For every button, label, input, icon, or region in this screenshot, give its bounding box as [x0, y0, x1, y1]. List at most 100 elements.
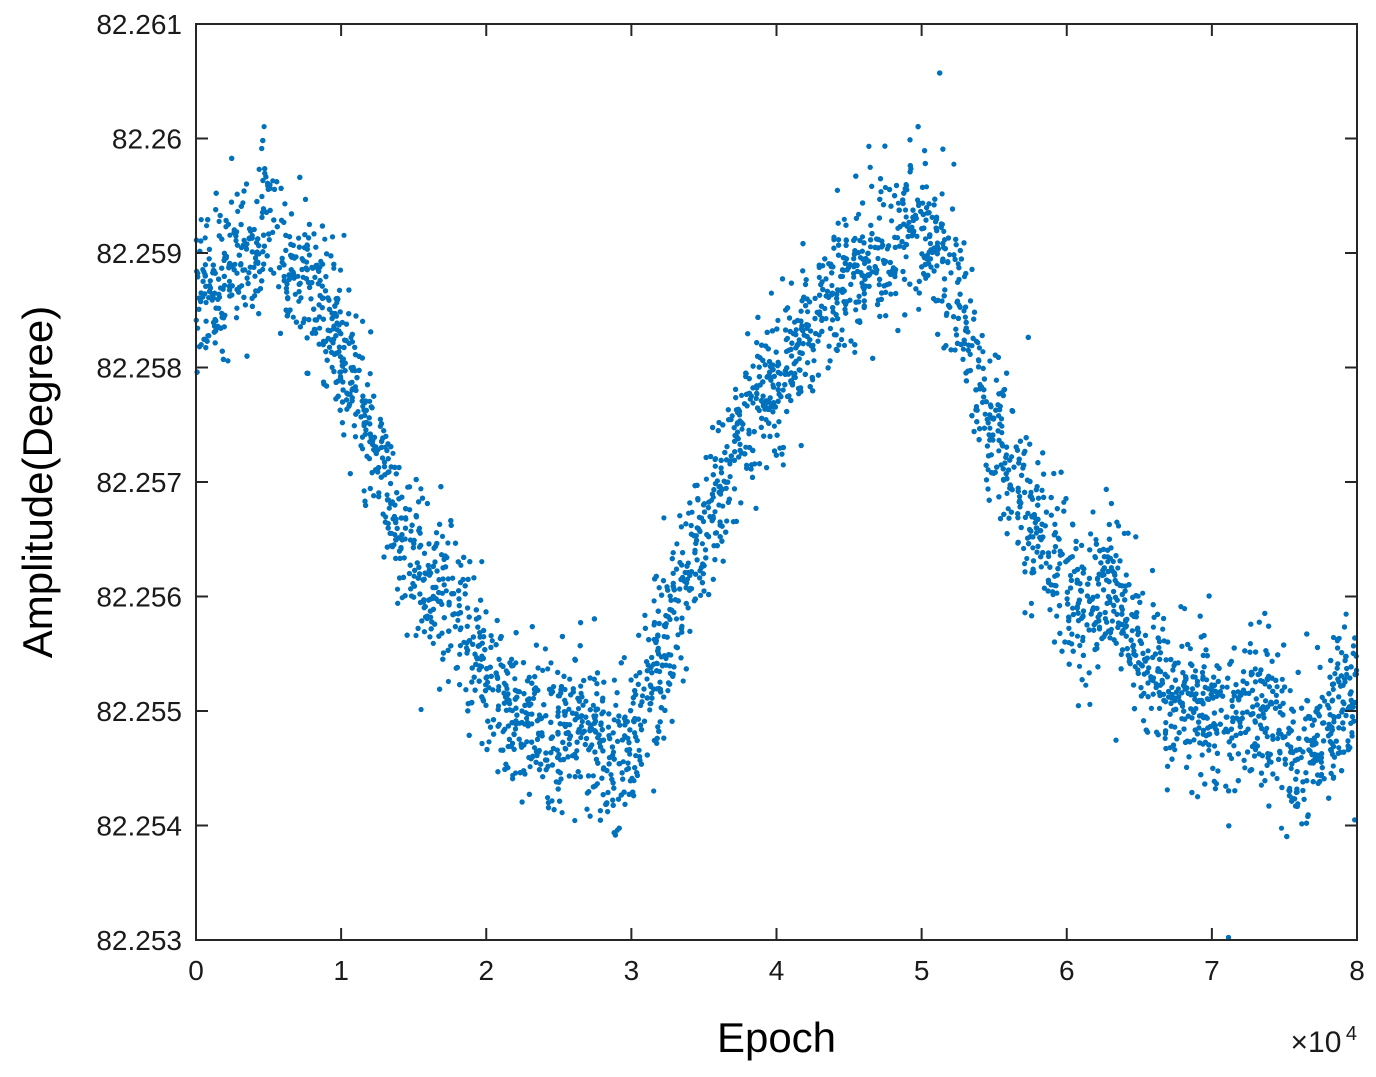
scatter-point: [600, 709, 606, 715]
scatter-point: [203, 345, 209, 351]
scatter-point: [1247, 641, 1253, 647]
scatter-point: [783, 337, 789, 343]
scatter-point: [694, 557, 700, 563]
scatter-point: [266, 237, 272, 243]
scatter-point: [403, 515, 409, 521]
scatter-point: [292, 291, 298, 297]
scatter-point: [1169, 684, 1175, 690]
scatter-point: [756, 364, 762, 370]
scatter-point: [578, 735, 584, 741]
scatter-point: [1109, 618, 1115, 624]
scatter-point: [384, 447, 390, 454]
scatter-point: [1165, 763, 1171, 769]
scatter-point: [1352, 817, 1358, 823]
scatter-point: [1141, 718, 1147, 724]
scatter-point: [816, 274, 822, 280]
scatter-point: [562, 686, 568, 693]
scatter-point: [896, 243, 903, 249]
scatter-point: [1269, 658, 1275, 664]
scatter-point: [418, 486, 424, 492]
scatter-point: [838, 273, 844, 280]
scatter-point: [939, 191, 945, 197]
scatter-point: [776, 419, 782, 425]
scatter-point: [944, 310, 950, 316]
scatter-point: [1349, 714, 1355, 720]
scatter-point: [1319, 694, 1325, 700]
scatter-point: [1330, 686, 1336, 693]
scatter-point: [394, 586, 401, 592]
scatter-point: [1253, 696, 1259, 702]
scatter-point: [1164, 787, 1170, 793]
scatter-point: [1286, 793, 1292, 799]
scatter-point: [916, 200, 922, 206]
scatter-point: [555, 669, 561, 676]
scatter-point: [962, 314, 969, 320]
scatter-point: [456, 588, 462, 594]
scatter-point: [987, 425, 993, 431]
scatter-point: [204, 223, 210, 229]
scatter-point: [667, 681, 673, 687]
scatter-point: [216, 218, 222, 224]
scatter-point: [306, 317, 312, 323]
scatter-point: [1345, 738, 1351, 744]
scatter-point: [1084, 593, 1090, 599]
scatter-point: [1279, 676, 1285, 682]
scatter-point: [519, 708, 525, 714]
scatter-point: [812, 295, 818, 301]
scatter-point: [542, 646, 549, 652]
scatter-point: [780, 387, 786, 393]
scatter-point: [738, 500, 744, 506]
scatter-point: [636, 632, 642, 638]
scatter-point: [414, 560, 420, 566]
scatter-point: [206, 295, 212, 301]
scatter-point: [421, 550, 428, 556]
scatter-point: [270, 229, 276, 235]
scatter-point: [207, 278, 213, 284]
scatter-point: [1343, 611, 1349, 617]
scatter-point: [985, 486, 991, 492]
scatter-point: [1229, 697, 1235, 704]
scatter-point: [476, 614, 482, 621]
scatter-point: [651, 788, 657, 794]
scatter-point: [739, 392, 745, 398]
scatter-point: [1142, 632, 1149, 639]
scatter-point: [1077, 642, 1083, 649]
scatter-point: [1218, 707, 1224, 713]
scatter-point: [673, 616, 680, 622]
scatter-point: [1287, 688, 1293, 694]
scatter-point: [1030, 545, 1036, 551]
scatter-point: [347, 471, 353, 477]
scatter-point: [1137, 599, 1143, 606]
scatter-point: [1349, 733, 1355, 739]
scatter-point: [934, 263, 940, 269]
scatter-point: [745, 331, 751, 337]
scatter-point: [931, 268, 937, 274]
scatter-point: [488, 633, 494, 639]
scatter-point: [1067, 572, 1074, 579]
scatter-point: [1090, 509, 1096, 515]
scatter-point: [838, 336, 845, 343]
scatter-point: [836, 237, 842, 243]
scatter-point: [657, 679, 663, 685]
scatter-point: [866, 143, 872, 149]
scatter-point: [1231, 743, 1237, 749]
scatter-point: [633, 753, 639, 759]
scatter-point: [1244, 680, 1250, 687]
scatter-point: [1086, 627, 1092, 633]
scatter-point: [1336, 745, 1342, 751]
scatter-point: [732, 449, 738, 455]
scatter-point: [1074, 633, 1081, 639]
scatter-point: [889, 218, 895, 224]
scatter-point: [578, 683, 584, 689]
scatter-point: [882, 184, 889, 191]
scatter-point: [1340, 720, 1346, 726]
scatter-point: [851, 274, 857, 280]
scatter-point: [852, 349, 858, 355]
scatter-point: [771, 423, 778, 429]
scatter-point: [967, 298, 974, 304]
scatter-point: [677, 586, 683, 592]
scatter-point: [1092, 554, 1098, 560]
scatter-point: [856, 211, 862, 217]
scatter-point: [341, 232, 347, 238]
scatter-point: [647, 707, 653, 713]
